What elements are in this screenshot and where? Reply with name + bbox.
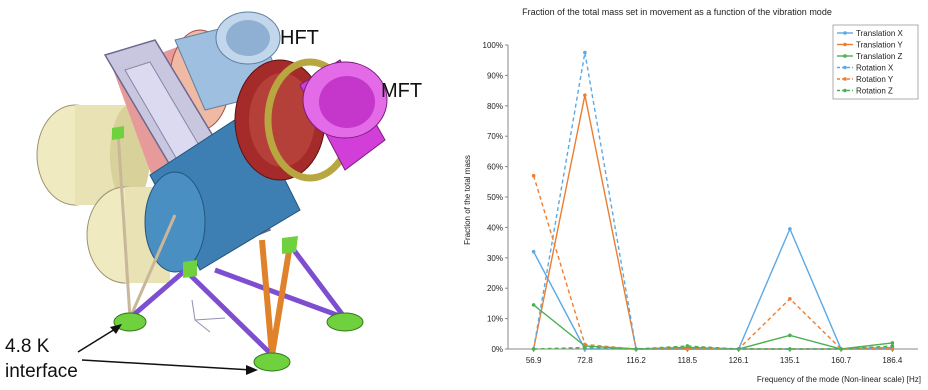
y-tick-label: 50% xyxy=(487,193,503,202)
cad-illustration: HFT MFT 4.8 K interface xyxy=(0,0,450,385)
data-point-translation-x xyxy=(788,227,792,231)
data-point-rotation-z xyxy=(839,347,843,351)
y-tick-label: 90% xyxy=(487,71,503,80)
x-tick-label: 160.7 xyxy=(831,356,852,365)
y-tick-label: 10% xyxy=(487,315,503,324)
y-tick-label: 70% xyxy=(487,132,503,141)
data-point-translation-z xyxy=(788,333,792,338)
legend-box xyxy=(832,24,919,100)
data-point-rotation-z xyxy=(531,347,536,351)
legend-marker-rotation-z xyxy=(843,88,847,93)
x-tick-label: 186.4 xyxy=(882,356,903,365)
x-tick-label: 72.8 xyxy=(577,356,593,365)
data-point-translation-z xyxy=(531,303,536,307)
data-point-rotation-y xyxy=(788,297,792,301)
data-point-rotation-y xyxy=(531,173,536,178)
mass-fraction-chart: Fraction of the total mass set in moveme… xyxy=(455,0,928,385)
legend-marker-translation-z xyxy=(843,54,847,58)
chart-series xyxy=(531,50,895,351)
data-point-rotation-y xyxy=(685,347,690,351)
interface-arrows xyxy=(77,324,258,375)
legend-marker-rotation-x xyxy=(843,65,847,70)
series-line-rotation-y xyxy=(532,175,893,350)
x-tick-label: 135.1 xyxy=(780,356,801,365)
axis-gizmo xyxy=(191,299,226,333)
series-line-translation-x xyxy=(532,227,893,350)
x-tick-label: 116.2 xyxy=(626,356,646,365)
legend-marker-translation-y xyxy=(843,42,847,47)
support-struts xyxy=(116,131,347,357)
cad-drawing: HFT MFT 4.8 K interface xyxy=(5,11,422,382)
hft-horn xyxy=(174,11,286,111)
chart-legend: Translation X Translation Y Translation Z R… xyxy=(832,24,919,100)
series-line-rotation-x xyxy=(532,52,893,350)
legend-label-rotation-z: Rotation Z xyxy=(856,87,893,96)
data-point-rotation-z xyxy=(685,344,690,348)
data-point-rotation-z xyxy=(890,344,895,348)
series-line-rotation-z xyxy=(533,345,893,350)
data-point-rotation-y xyxy=(890,347,895,351)
data-point-rotation-z xyxy=(634,347,638,351)
legend-marker-translation-x xyxy=(843,31,847,35)
green-feet xyxy=(112,126,364,372)
mft-horn xyxy=(299,59,388,171)
x-tick-label: 118.5 xyxy=(678,356,698,365)
legend-label-translation-z: Translation Z xyxy=(856,52,903,61)
data-point-rotation-y xyxy=(583,342,587,347)
data-point-rotation-z xyxy=(736,347,741,351)
y-tick-label: 100% xyxy=(483,41,503,50)
data-point-rotation-z xyxy=(788,347,792,351)
legend-label-rotation-x: Rotation X xyxy=(856,64,894,73)
x-tick-label: 56.9 xyxy=(526,356,542,365)
chart-axes: 0% 10% 20% 30% 40% 50% 60% 70% 80% 90% 100% 56.9 72.… xyxy=(483,41,918,365)
y-tick-label: 40% xyxy=(487,223,503,232)
legend-label-rotation-y: Rotation Y xyxy=(856,75,894,84)
chart-svg: Fraction of the total mass set in moveme… xyxy=(463,7,921,384)
x-tick-label: 126.1 xyxy=(729,356,750,365)
hft-label: HFT xyxy=(280,27,319,49)
y-tick-label: 20% xyxy=(487,284,503,293)
interface-label-line2: interface xyxy=(5,361,78,382)
interface-label-line1: 4.8 K xyxy=(5,336,50,357)
y-tick-label: 60% xyxy=(487,163,503,172)
mft-label: MFT xyxy=(381,80,422,102)
data-point-rotation-x xyxy=(583,50,587,55)
legend-marker-rotation-y xyxy=(843,77,847,81)
data-point-rotation-z xyxy=(583,345,587,350)
data-point-translation-z xyxy=(890,341,895,345)
y-tick-label: 80% xyxy=(487,102,503,111)
data-point-translation-y xyxy=(583,93,587,97)
series-line-translation-z xyxy=(533,304,893,350)
x-axis-title: Frequency of the mode (Non-linear scale)… xyxy=(757,375,921,384)
legend-label-translation-x: Translation X xyxy=(856,29,904,38)
y-tick-label: 30% xyxy=(487,254,503,263)
y-axis-title: Fraction of the total mass xyxy=(463,155,472,245)
chart-title: Fraction of the total mass set in moveme… xyxy=(522,7,832,17)
data-point-translation-x xyxy=(531,249,536,254)
red-ring xyxy=(234,59,326,181)
series-line-translation-y xyxy=(532,95,893,350)
y-tick-label: 0% xyxy=(491,345,503,354)
legend-label-translation-y: Translation Y xyxy=(856,41,903,50)
